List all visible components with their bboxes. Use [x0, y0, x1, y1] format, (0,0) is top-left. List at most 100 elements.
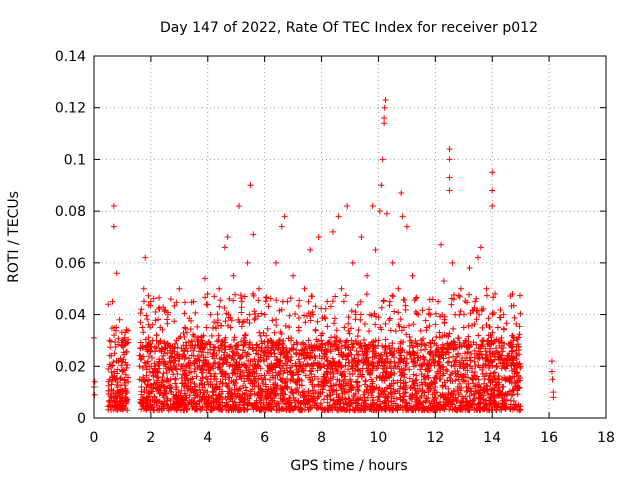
- data-point: [107, 403, 114, 410]
- data-point: [247, 358, 254, 365]
- data-point: [137, 310, 144, 317]
- data-point: [338, 372, 345, 379]
- data-point: [494, 391, 501, 398]
- data-point: [478, 305, 485, 312]
- data-point: [316, 344, 323, 351]
- data-point: [330, 370, 337, 377]
- data-point: [473, 406, 480, 413]
- data-point: [471, 400, 478, 407]
- data-point: [181, 355, 188, 362]
- data-point: [433, 310, 440, 317]
- data-point: [193, 358, 200, 365]
- data-point: [508, 392, 515, 399]
- data-point: [307, 317, 314, 324]
- data-point: [362, 356, 369, 363]
- data-point: [114, 383, 121, 390]
- data-point: [125, 378, 132, 385]
- data-point: [246, 311, 253, 318]
- data-point: [329, 228, 336, 235]
- data-point: [122, 398, 129, 405]
- data-point: [465, 333, 472, 340]
- data-point: [410, 371, 417, 378]
- data-point: [487, 357, 494, 364]
- data-point: [224, 234, 231, 240]
- data-point: [402, 389, 409, 396]
- data-point: [290, 376, 297, 383]
- data-point: [349, 259, 356, 266]
- data-point: [244, 350, 251, 357]
- data-point: [390, 380, 397, 387]
- data-point: [198, 380, 205, 387]
- data-point: [107, 338, 114, 345]
- data-point: [381, 405, 388, 412]
- data-point: [310, 311, 317, 318]
- data-point: [228, 343, 235, 350]
- data-point: [371, 363, 378, 370]
- data-point: [304, 404, 311, 411]
- data-point: [357, 298, 364, 305]
- data-point: [112, 376, 119, 383]
- data-point: [137, 339, 144, 346]
- data-point: [517, 363, 524, 370]
- data-point: [210, 392, 217, 399]
- data-point: [345, 314, 352, 321]
- data-point: [421, 392, 428, 399]
- data-point: [181, 407, 188, 414]
- data-point: [295, 314, 302, 321]
- data-point: [123, 396, 130, 403]
- data-point: [422, 346, 429, 353]
- data-point: [318, 337, 325, 344]
- data-point: [140, 329, 147, 336]
- data-point: [365, 328, 372, 335]
- data-point: [340, 298, 347, 305]
- data-point: [348, 351, 355, 358]
- data-point: [440, 345, 447, 352]
- data-point: [140, 398, 147, 405]
- data-point: [464, 367, 471, 374]
- data-point: [416, 405, 423, 412]
- data-point: [441, 313, 448, 320]
- data-point: [121, 351, 128, 358]
- data-point: [507, 405, 514, 412]
- data-point: [293, 366, 300, 373]
- data-point: [286, 347, 293, 354]
- data-point: [192, 403, 199, 410]
- data-point: [369, 202, 376, 209]
- data-point: [373, 313, 380, 320]
- data-point: [355, 327, 362, 334]
- data-point: [448, 362, 455, 369]
- x-tick-label: 10: [370, 430, 388, 446]
- x-tick-label: 4: [203, 430, 212, 446]
- data-point: [347, 376, 353, 383]
- data-point: [357, 367, 364, 374]
- data-point: [277, 368, 284, 375]
- data-point: [425, 386, 432, 393]
- data-point: [306, 344, 313, 351]
- data-point: [386, 317, 393, 324]
- data-point: [372, 321, 379, 328]
- data-point: [106, 337, 113, 344]
- data-point: [496, 353, 503, 360]
- data-point: [268, 351, 275, 358]
- data-point: [271, 329, 278, 336]
- data-point: [445, 354, 452, 361]
- data-point: [221, 244, 228, 251]
- data-point: [402, 389, 409, 396]
- data-point: [279, 341, 286, 348]
- data-point: [349, 385, 356, 392]
- data-point: [435, 298, 442, 305]
- data-point: [180, 329, 187, 336]
- data-point: [190, 298, 197, 305]
- data-point: [497, 314, 504, 321]
- data-point: [171, 394, 178, 401]
- data-point: [406, 350, 413, 357]
- data-point: [273, 316, 280, 323]
- data-point: [476, 351, 483, 358]
- data-point: [237, 354, 244, 361]
- data-point: [460, 340, 467, 347]
- data-point: [301, 312, 308, 319]
- data-point: [108, 407, 115, 414]
- data-point: [460, 311, 467, 318]
- chart-title: Day 147 of 2022, Rate Of TEC Index for r…: [160, 20, 538, 36]
- data-point: [145, 376, 152, 383]
